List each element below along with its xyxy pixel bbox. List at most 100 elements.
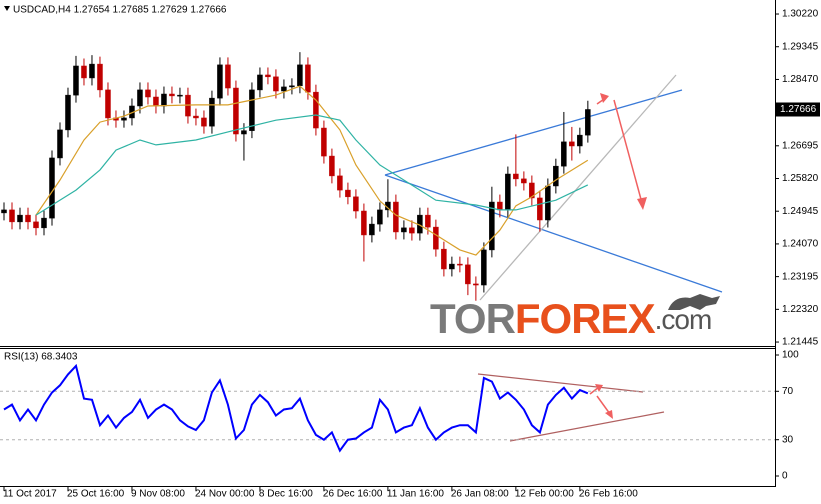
- arrow: [613, 99, 643, 204]
- y-tick-label: 70: [782, 386, 794, 397]
- candle-body: [9, 209, 15, 223]
- x-tick-label: 9 Nov 08:00: [131, 489, 185, 500]
- candle-body: [353, 196, 359, 212]
- candle-body: [57, 129, 63, 159]
- candle-body: [177, 94, 183, 97]
- candle-body: [529, 182, 535, 199]
- candle-body: [121, 117, 127, 121]
- candle-body: [409, 227, 415, 234]
- y-tick-label: 1.30220: [782, 9, 819, 20]
- candle-body: [361, 210, 367, 236]
- arrow-head: [605, 410, 613, 419]
- watermark-text: TORFOREX.com: [430, 295, 711, 342]
- candle-body: [137, 89, 143, 107]
- moving-average: [35, 114, 589, 216]
- x-tick-label: 11 Jan 16:00: [387, 489, 445, 500]
- candle-body: [369, 223, 375, 236]
- candle-body: [585, 109, 591, 136]
- candle-body: [305, 64, 311, 93]
- x-tick-label: 8 Dec 16:00: [259, 489, 313, 500]
- watermark-part: FOREX: [515, 295, 656, 342]
- chart-title: USDCAD,H4 1.27654 1.27685 1.27629 1.2766…: [13, 5, 227, 16]
- candle-body: [281, 86, 287, 92]
- candle-body: [89, 63, 95, 79]
- arrow-head: [595, 384, 603, 392]
- candle-body: [425, 214, 431, 228]
- arrow: [596, 395, 611, 415]
- indicator-label: RSI(13) 68.3403: [4, 352, 78, 363]
- candle-body: [273, 76, 279, 92]
- candle-body: [209, 97, 215, 127]
- candle-body: [193, 115, 199, 119]
- candle-body: [441, 248, 447, 270]
- trend-line: [477, 373, 644, 393]
- x-tick-label: 26 Feb 16:00: [579, 489, 638, 500]
- candle-body: [457, 263, 463, 266]
- panel: 1.30220 1.29345 1.28470 1.26695 1.25820 1.249…: [1, 9, 820, 348]
- y-tick-label: 1.23195: [782, 271, 819, 282]
- candle-body: [145, 89, 151, 98]
- candle-body: [313, 91, 319, 129]
- candle-body: [153, 96, 159, 107]
- candle-body: [561, 141, 567, 167]
- x-tick-label: 12 Feb 00:00: [515, 489, 574, 500]
- candle-body: [257, 74, 263, 91]
- candle-body: [321, 127, 327, 157]
- y-tick-label: 1.22320: [782, 304, 819, 315]
- watermark-part: .com: [655, 304, 712, 335]
- candle-body: [553, 165, 559, 187]
- x-tick-label: 25 Oct 16:00: [67, 489, 125, 500]
- candle-body: [233, 87, 239, 135]
- candle-body: [161, 93, 167, 107]
- candle-body: [25, 214, 31, 223]
- menu-triangle: [4, 6, 10, 11]
- watermark-part: TOR: [430, 295, 516, 342]
- candle-body: [241, 130, 247, 135]
- trend-line: [509, 411, 665, 442]
- candle-body: [49, 157, 55, 219]
- last-price-label: 1.27666: [780, 104, 817, 115]
- candle-body: [289, 85, 295, 88]
- y-tick-label: 1.24070: [782, 239, 819, 250]
- trend-lines: [384, 74, 723, 442]
- last-price-box: [776, 102, 820, 117]
- y-tick-label: 100: [782, 350, 799, 361]
- candle-body: [537, 197, 543, 221]
- candle-body: [449, 263, 455, 270]
- indicator-line: [3, 363, 589, 453]
- x-tick-label: 11 Oct 2017: [3, 489, 57, 500]
- candle-body: [225, 64, 231, 89]
- candle-body: [393, 201, 399, 233]
- candle-body: [521, 178, 527, 184]
- candle-body: [497, 201, 503, 211]
- arrow-head: [637, 197, 647, 210]
- candle-body: [17, 214, 23, 223]
- panel: 100 70 30 0 11 Oct 2017 25 Oct 16:00 9 Nov 08:…: [0, 350, 799, 500]
- candle-body: [569, 141, 575, 147]
- candle-body: [105, 89, 111, 119]
- arrow-head: [600, 93, 609, 103]
- candle-body: [489, 201, 495, 251]
- x-tick-label: 24 Nov 00:00: [195, 489, 255, 500]
- candle-body: [401, 227, 407, 233]
- candle-body: [73, 65, 79, 96]
- candle-body: [297, 64, 303, 87]
- y-tick-label: 1.25820: [782, 173, 819, 184]
- candle-body: [65, 94, 71, 131]
- candle-body: [1, 209, 7, 214]
- candle-body: [473, 283, 479, 286]
- candle-body: [505, 173, 511, 211]
- candle-body: [345, 189, 351, 198]
- candle-body: [577, 134, 583, 147]
- candle-body: [377, 209, 383, 225]
- watermark: TORFOREX.com: [430, 294, 720, 342]
- candle-body: [217, 64, 223, 99]
- candle-body: [337, 175, 343, 191]
- trend-line: [384, 89, 683, 176]
- x-tick-label: 26 Jan 08:00: [451, 489, 509, 500]
- candle-body: [433, 226, 439, 250]
- y-tick-label: 1.29345: [782, 41, 819, 52]
- moving-average: [35, 85, 589, 256]
